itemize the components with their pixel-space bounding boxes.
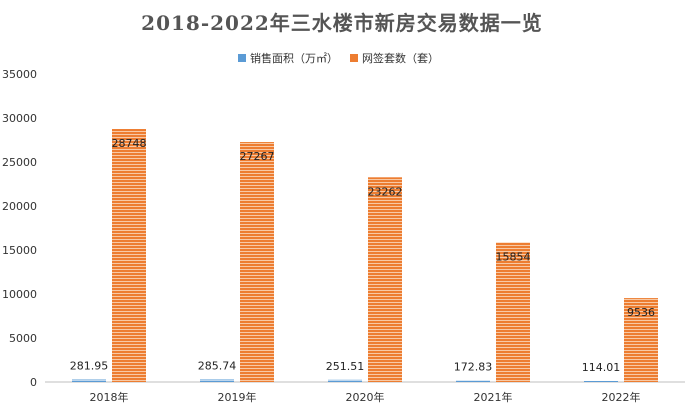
data-label-contract-units: 9536 xyxy=(627,306,655,319)
x-tick-label: 2019年 xyxy=(218,390,257,404)
x-tick-label: 2022年 xyxy=(602,390,641,404)
legend-swatch-units xyxy=(350,54,358,62)
y-tick-label: 10000 xyxy=(2,288,37,301)
bar-sales-area xyxy=(456,380,490,382)
bar-contract-units xyxy=(496,242,530,382)
y-tick-label: 0 xyxy=(30,376,37,389)
y-tick-label: 35000 xyxy=(2,68,37,81)
bar-sales-area xyxy=(200,379,234,382)
y-tick-label: 15000 xyxy=(2,244,37,257)
legend-label-units: 网签套数（套） xyxy=(362,51,439,65)
chart-title: 2018-2022年三水楼市新房交易数据一览 xyxy=(141,11,543,35)
y-tick-label: 20000 xyxy=(2,200,37,213)
legend-label-area: 销售面积（万㎡） xyxy=(250,51,338,65)
legend-swatch-area xyxy=(238,54,246,62)
bar-contract-units xyxy=(624,298,658,382)
bars: 281.95 28748 285.74 27267 251.51 23262 172.83 1… xyxy=(70,129,658,382)
bar-sales-area xyxy=(72,379,106,382)
x-axis: 2018年 2019年 2020年 2021年 2022年 xyxy=(90,390,641,404)
data-label-contract-units: 28748 xyxy=(112,137,147,150)
x-tick-label: 2018年 xyxy=(90,390,129,404)
bar-contract-units xyxy=(240,142,274,382)
y-tick-label: 30000 xyxy=(2,112,37,125)
x-tick-label: 2020年 xyxy=(346,390,385,404)
y-tick-label: 5000 xyxy=(9,332,37,345)
bar-contract-units xyxy=(368,177,402,382)
bar-sales-area xyxy=(328,379,362,382)
data-label-sales-area: 114.01 xyxy=(582,361,621,374)
x-tick-label: 2021年 xyxy=(474,390,513,404)
data-label-sales-area: 172.83 xyxy=(454,360,493,373)
data-label-contract-units: 15854 xyxy=(496,250,531,263)
data-label-sales-area: 281.95 xyxy=(70,360,109,373)
data-label-sales-area: 285.74 xyxy=(198,359,237,372)
legend: 销售面积（万㎡） 网签套数（套） xyxy=(238,51,439,65)
data-label-sales-area: 251.51 xyxy=(326,360,365,373)
data-label-contract-units: 23262 xyxy=(368,185,403,198)
data-label-contract-units: 27267 xyxy=(240,150,275,163)
bar-sales-area xyxy=(584,380,618,382)
bar-contract-units xyxy=(112,129,146,382)
y-tick-label: 25000 xyxy=(2,156,37,169)
y-axis: 0 5000 10000 15000 20000 25000 30000 35000 xyxy=(2,68,37,389)
